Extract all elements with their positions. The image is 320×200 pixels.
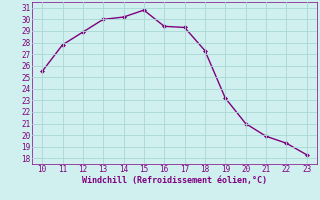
X-axis label: Windchill (Refroidissement éolien,°C): Windchill (Refroidissement éolien,°C)	[82, 176, 267, 185]
